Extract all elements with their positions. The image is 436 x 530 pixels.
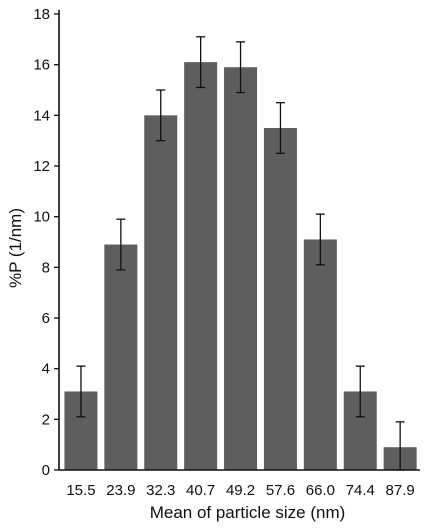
y-tick-label: 6	[42, 310, 50, 327]
error-bar-40.7	[196, 36, 206, 89]
x-tick-label: 32.3	[146, 482, 175, 499]
y-tick-label: 4	[42, 361, 50, 378]
y-tick-label: 8	[42, 259, 50, 276]
error-bar-66.0	[315, 213, 325, 266]
bar-57.6	[263, 128, 297, 470]
y-tick-label: 0	[42, 462, 50, 479]
y-tick-label: 18	[33, 6, 50, 23]
error-bars-group	[76, 36, 405, 471]
error-bar-74.4	[355, 365, 365, 418]
error-bar-23.9	[116, 218, 126, 271]
y-tick-label: 10	[33, 209, 50, 226]
x-axis-title: Mean of particle size (nm)	[150, 503, 346, 522]
y-tick-label: 14	[33, 107, 50, 124]
labels-group: 15.5 23.9 32.3 40.7 49.2 57.6 66.0 74.4 87.9 0 2 4 6…	[33, 6, 414, 499]
y-tick-label: 2	[42, 411, 50, 428]
x-tick-label: 23.9	[106, 482, 135, 499]
y-tick-label: 16	[33, 57, 50, 74]
bar-32.3	[144, 115, 178, 470]
error-bar-15.5	[76, 365, 86, 418]
bar-40.7	[184, 62, 218, 470]
y-tick-label: 12	[33, 158, 50, 175]
error-bar-49.2	[236, 41, 246, 94]
bar-66.0	[303, 239, 337, 470]
axes-group	[54, 10, 420, 471]
error-bar-57.6	[275, 102, 285, 154]
bar-49.2	[224, 67, 258, 470]
x-tick-label: 57.6	[266, 482, 295, 499]
x-tick-label: 87.9	[386, 482, 415, 499]
x-tick-label: 66.0	[306, 482, 335, 499]
x-tick-label: 15.5	[66, 482, 95, 499]
x-tick-label: 74.4	[346, 482, 375, 499]
x-tick-label: 40.7	[186, 482, 215, 499]
x-tick-label: 49.2	[226, 482, 255, 499]
bars-group	[64, 62, 417, 470]
y-axis-title: %P (1/nm)	[6, 208, 25, 288]
bar-23.9	[104, 244, 138, 470]
error-bar-32.3	[156, 89, 166, 142]
